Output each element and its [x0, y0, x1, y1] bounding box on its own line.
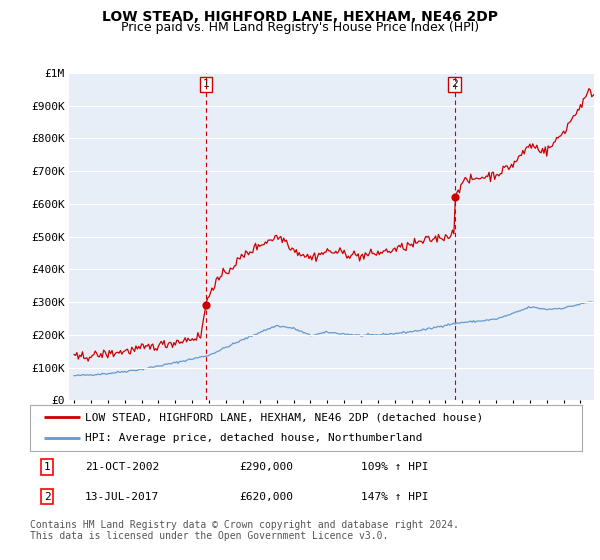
Text: Price paid vs. HM Land Registry's House Price Index (HPI): Price paid vs. HM Land Registry's House … [121, 21, 479, 34]
Text: LOW STEAD, HIGHFORD LANE, HEXHAM, NE46 2DP: LOW STEAD, HIGHFORD LANE, HEXHAM, NE46 2… [102, 10, 498, 24]
Text: 13-JUL-2017: 13-JUL-2017 [85, 492, 160, 502]
Text: 1: 1 [44, 462, 50, 472]
Text: £620,000: £620,000 [240, 492, 294, 502]
Point [450, 193, 460, 202]
Text: 21-OCT-2002: 21-OCT-2002 [85, 462, 160, 472]
Text: 1: 1 [202, 80, 209, 90]
Text: 2: 2 [44, 492, 50, 502]
Point [201, 301, 211, 310]
Text: HPI: Average price, detached house, Northumberland: HPI: Average price, detached house, Nort… [85, 433, 422, 444]
Text: £290,000: £290,000 [240, 462, 294, 472]
Text: 147% ↑ HPI: 147% ↑ HPI [361, 492, 428, 502]
Text: 2: 2 [451, 80, 458, 90]
Text: 109% ↑ HPI: 109% ↑ HPI [361, 462, 428, 472]
Text: LOW STEAD, HIGHFORD LANE, HEXHAM, NE46 2DP (detached house): LOW STEAD, HIGHFORD LANE, HEXHAM, NE46 2… [85, 412, 484, 422]
Text: Contains HM Land Registry data © Crown copyright and database right 2024.
This d: Contains HM Land Registry data © Crown c… [30, 520, 459, 542]
